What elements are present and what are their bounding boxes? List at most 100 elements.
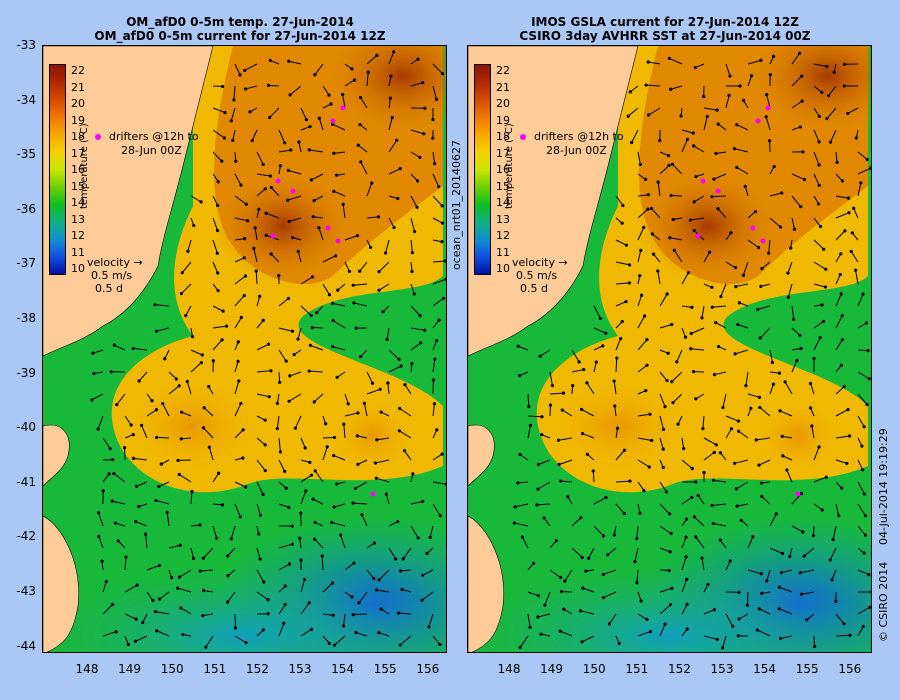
arrow-head (410, 251, 414, 255)
arrow-head (354, 630, 358, 635)
velocity-arrow (813, 151, 820, 166)
arrow-head (663, 405, 667, 409)
velocity-arrow (145, 534, 148, 549)
velocity-arrow (571, 369, 584, 373)
arrow-head (238, 515, 242, 519)
arrow-head (351, 283, 355, 287)
arrow-head (239, 401, 243, 406)
arrow-head (310, 325, 314, 330)
velocity-arrow (744, 186, 749, 197)
arrow-head (831, 537, 835, 542)
arrow-head (374, 588, 379, 592)
arrow-head (286, 296, 291, 301)
arrow-head (220, 159, 224, 163)
arrow-head (651, 252, 656, 256)
velocity-arrow (388, 168, 401, 175)
arrow-head (266, 598, 270, 602)
velocity-arrow (593, 525, 604, 537)
velocity-arrow (536, 503, 551, 506)
drifter-dot-icon (520, 134, 526, 140)
arrow-head (692, 515, 697, 519)
velocity-arrow (388, 98, 391, 109)
arrow-head (642, 225, 646, 229)
velocity-arrow (342, 613, 346, 626)
velocity-arrow (159, 591, 170, 600)
warm-eddy-south (113, 371, 273, 481)
arrow-head (157, 597, 162, 601)
arrow-head (268, 174, 272, 178)
velocity-arrow (344, 79, 355, 87)
arrow-head (785, 468, 789, 472)
velocity-arrow (786, 469, 793, 483)
arrow-head (562, 607, 566, 611)
arrow-head (550, 383, 555, 388)
arrow-head (613, 404, 617, 408)
arrow-head (706, 582, 710, 587)
colorbar-tick-label: 18 (71, 130, 85, 143)
arrow-head (517, 374, 522, 378)
arrow-head (840, 179, 845, 183)
colorbar-tick-label: 12 (496, 229, 510, 242)
velocity-arrow (659, 623, 666, 637)
velocity-arrow (178, 474, 192, 483)
velocity-arrow (562, 409, 573, 417)
velocity-arrow (560, 480, 573, 483)
arrow-head (670, 162, 675, 166)
right-map-title: IMOS GSLA current for 27-Jun-2014 12Z CS… (455, 15, 875, 43)
velocity-arrow (745, 371, 749, 386)
velocity-arrow (746, 591, 749, 606)
right-map-canvas (468, 46, 871, 652)
arrow-head (622, 448, 627, 452)
warm-eddy-northeast (323, 46, 446, 136)
lon-tick-label: 152 (667, 662, 691, 676)
velocity-arrow (637, 194, 649, 197)
arrow-head (115, 403, 119, 407)
velocity-arrow (432, 217, 443, 224)
arrow-head (821, 319, 826, 324)
arrow-head (398, 167, 402, 171)
velocity-arrow (694, 195, 705, 203)
arrow-head (333, 254, 338, 258)
arrow-head (220, 503, 225, 507)
arrow-head (353, 78, 357, 82)
lat-tick-label: -38 (16, 311, 36, 325)
velocity-arrow (637, 295, 643, 307)
arrow-head (92, 371, 96, 376)
arrow-head (513, 505, 517, 509)
drifter-legend-line1: drifters @12h to (109, 130, 199, 143)
velocity-arrow (681, 437, 685, 449)
arrow-head (580, 432, 585, 436)
velocity-arrow (787, 261, 793, 274)
arrow-head (848, 633, 852, 637)
velocity-arrow (366, 54, 378, 65)
velocity-arrow (720, 283, 727, 297)
arrow-head (702, 94, 706, 99)
arrow-head (580, 407, 584, 412)
arrow-head (712, 372, 717, 377)
velocity-arrow (212, 129, 225, 139)
arrow-head (864, 321, 869, 325)
arrow-head (859, 181, 863, 185)
velocity-title: velocity → (512, 256, 568, 269)
arrow-head (342, 422, 346, 426)
arrow-head (771, 54, 776, 58)
velocity-arrow (98, 536, 104, 549)
velocity-arrow (681, 497, 693, 505)
arrow-head (792, 317, 796, 321)
velocity-arrow (388, 51, 395, 65)
arrow-head (837, 514, 841, 518)
colorbar-tick-label: 20 (496, 97, 510, 110)
velocity-arrow (828, 85, 837, 96)
lon-tick-label: 151 (203, 662, 227, 676)
arrow-head (269, 369, 273, 373)
arrow-head (96, 511, 101, 515)
velocity-arrow (190, 491, 193, 505)
velocity-arrow (737, 503, 749, 507)
velocity-arrow (756, 437, 771, 441)
arrow-head (352, 301, 356, 305)
drifter-legend-line2: 28-Jun 00Z (121, 144, 182, 157)
arrow-head (863, 514, 868, 518)
arrow-head (685, 627, 689, 631)
arrow-head (373, 461, 377, 465)
velocity-arrow (366, 72, 369, 87)
